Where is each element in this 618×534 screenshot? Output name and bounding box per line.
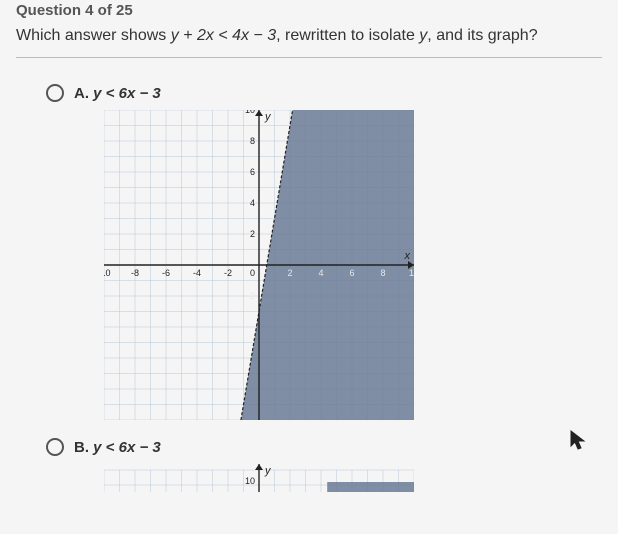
svg-text:0: 0: [250, 268, 255, 278]
svg-text:x: x: [404, 250, 411, 262]
svg-text:8: 8: [380, 268, 385, 278]
choice-a-expr: y < 6x − 3: [93, 85, 161, 102]
choice-b-letter: B.: [74, 439, 89, 456]
svg-text:2: 2: [250, 229, 255, 239]
svg-text:-2: -2: [224, 268, 232, 278]
svg-text:-6: -6: [162, 268, 170, 278]
mouse-cursor-icon: [570, 430, 588, 458]
graph-a: -10-8-6-4-22468100246810-2xy: [104, 110, 602, 420]
svg-text:-10: -10: [104, 268, 111, 278]
prompt-text-3: , and its graph?: [427, 27, 537, 44]
graph-b-svg: y10: [104, 462, 414, 492]
question-number: Question 4 of 25: [16, 0, 602, 19]
svg-text:10: 10: [409, 268, 414, 278]
choice-a-letter: A.: [74, 85, 89, 102]
choice-b-label: B. y < 6x − 3: [74, 439, 161, 456]
svg-text:-4: -4: [193, 268, 201, 278]
divider: [16, 57, 602, 58]
prompt-inequality: y + 2x < 4x − 3: [171, 27, 276, 44]
radio-b[interactable]: [46, 438, 64, 456]
svg-text:8: 8: [250, 136, 255, 146]
svg-text:-2: -2: [247, 291, 255, 301]
svg-text:6: 6: [349, 268, 354, 278]
choice-a[interactable]: A. y < 6x − 3: [46, 84, 602, 102]
graph-b-partial: y10: [104, 462, 602, 492]
prompt-text-2: , rewritten to isolate: [276, 27, 419, 44]
svg-text:4: 4: [250, 198, 255, 208]
svg-text:-8: -8: [131, 268, 139, 278]
question-prompt: Which answer shows y + 2x < 4x − 3, rewr…: [16, 25, 602, 47]
svg-text:4: 4: [318, 268, 323, 278]
svg-text:6: 6: [250, 167, 255, 177]
graph-a-svg: -10-8-6-4-22468100246810-2xy: [104, 110, 414, 420]
svg-text:10: 10: [245, 476, 255, 486]
svg-text:10: 10: [245, 110, 255, 115]
radio-a[interactable]: [46, 84, 64, 102]
prompt-text-1: Which answer shows: [16, 27, 171, 44]
choice-a-label: A. y < 6x − 3: [74, 85, 161, 102]
choice-b-expr: y < 6x − 3: [93, 439, 161, 456]
svg-text:2: 2: [287, 268, 292, 278]
choice-b[interactable]: B. y < 6x − 3: [46, 438, 602, 456]
